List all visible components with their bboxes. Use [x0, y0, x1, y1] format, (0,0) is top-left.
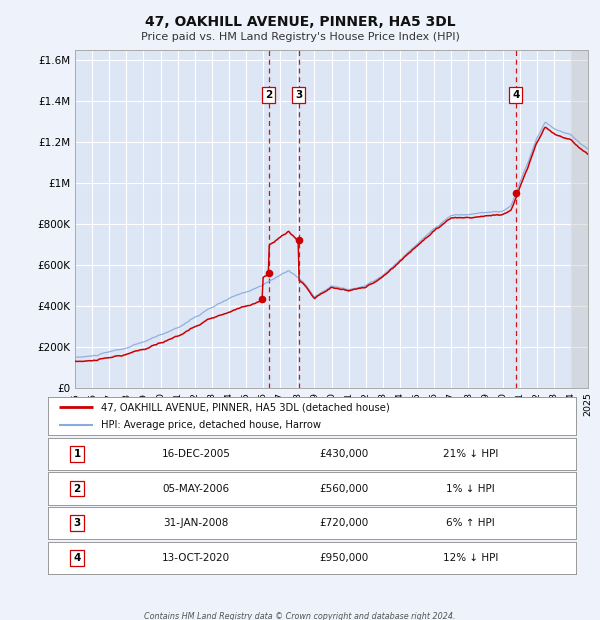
Text: 13-OCT-2020: 13-OCT-2020 [162, 553, 230, 563]
Text: 47, OAKHILL AVENUE, PINNER, HA5 3DL (detached house): 47, OAKHILL AVENUE, PINNER, HA5 3DL (det… [101, 402, 389, 412]
Text: £430,000: £430,000 [319, 449, 368, 459]
Text: 47, OAKHILL AVENUE, PINNER, HA5 3DL: 47, OAKHILL AVENUE, PINNER, HA5 3DL [145, 16, 455, 30]
Text: Price paid vs. HM Land Registry's House Price Index (HPI): Price paid vs. HM Land Registry's House … [140, 32, 460, 42]
Text: 05-MAY-2006: 05-MAY-2006 [162, 484, 229, 494]
Text: 12% ↓ HPI: 12% ↓ HPI [443, 553, 498, 563]
Text: 1% ↓ HPI: 1% ↓ HPI [446, 484, 495, 494]
Text: 2: 2 [73, 484, 80, 494]
Text: 3: 3 [73, 518, 80, 528]
Text: 4: 4 [512, 90, 520, 100]
Text: £560,000: £560,000 [319, 484, 368, 494]
Text: 6% ↑ HPI: 6% ↑ HPI [446, 518, 495, 528]
Text: 3: 3 [295, 90, 302, 100]
Text: £720,000: £720,000 [319, 518, 368, 528]
Text: 4: 4 [73, 553, 81, 563]
Text: 2: 2 [265, 90, 272, 100]
Bar [571, 50, 596, 388]
Text: £950,000: £950,000 [319, 553, 368, 563]
Text: 21% ↓ HPI: 21% ↓ HPI [443, 449, 498, 459]
Text: Contains HM Land Registry data © Crown copyright and database right 2024.: Contains HM Land Registry data © Crown c… [144, 612, 456, 620]
Text: HPI: Average price, detached house, Harrow: HPI: Average price, detached house, Harr… [101, 420, 321, 430]
Text: 31-JAN-2008: 31-JAN-2008 [163, 518, 229, 528]
Text: 16-DEC-2005: 16-DEC-2005 [161, 449, 230, 459]
Text: 1: 1 [73, 449, 80, 459]
